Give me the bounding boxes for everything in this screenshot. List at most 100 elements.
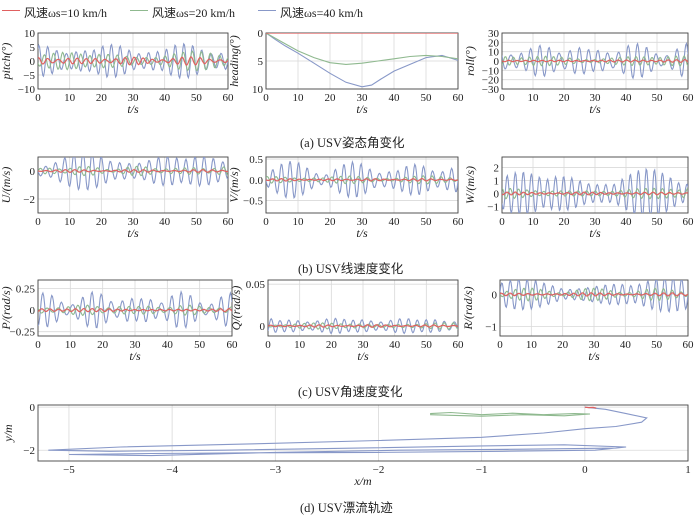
series-line-3	[38, 157, 228, 192]
x-tick-label: 0	[265, 339, 271, 351]
x-tick-label: 50	[651, 339, 663, 351]
x-tick-label: 30	[589, 339, 601, 351]
x-tick-label: 50	[652, 92, 664, 104]
series-line-1	[500, 292, 688, 297]
series-line-3	[268, 317, 458, 335]
x-tick-label: 20	[97, 339, 109, 351]
plot-frame	[501, 156, 689, 214]
plot-frame	[499, 279, 689, 337]
x-tick-label: 60	[223, 216, 235, 228]
x-tick-label: 0	[582, 464, 588, 476]
y-tick-label: 0	[30, 166, 36, 178]
chart-trajectory: −5 −4 −3 −2 −1 0 10−2x/my/m	[1, 402, 691, 488]
series-line-1	[268, 324, 458, 328]
x-tick-label: 20	[557, 339, 569, 351]
x-tick-label: 60	[453, 92, 465, 104]
y-tick-label: 0	[30, 305, 36, 317]
plot-frame	[37, 156, 229, 214]
x-tick-label: −2	[373, 464, 385, 476]
x-tick-label: 40	[621, 216, 633, 228]
x-tick-label: 0	[263, 216, 269, 228]
caption-d: (d) USV漂流轨迹	[300, 501, 393, 515]
y-tick-label: 0.0	[249, 175, 263, 187]
y-tick-label: 0.05	[246, 279, 266, 291]
plot-frame	[37, 404, 689, 462]
y-tick-label: −30	[482, 84, 500, 96]
x-tick-label: 20	[559, 92, 571, 104]
x-tick-label: 0	[35, 216, 41, 228]
x-tick-label: 60	[227, 339, 239, 351]
x-tick-label: −3	[269, 464, 281, 476]
y-tick-label: −1	[487, 201, 499, 213]
x-tick-label: 10	[528, 216, 540, 228]
x-tick-label: 20	[325, 216, 337, 228]
x-tick-label: 1	[685, 464, 691, 476]
chart-V: 0 10 20 30 40 50 60 −0.5 0.0 0.5 t/s V/(m/s)	[227, 154, 464, 240]
series-line-1	[502, 58, 688, 63]
series-line-1	[584, 406, 597, 409]
y-tick-label: 0	[494, 188, 500, 200]
x-tick-label: 20	[325, 92, 337, 104]
x-tick-label: 0	[499, 216, 505, 228]
x-axis-label: t/s	[589, 102, 601, 116]
x-tick-label: 10	[293, 92, 305, 104]
y-tick-label: −0.25	[10, 327, 36, 339]
y-axis-label: R/(rad/s)	[461, 286, 475, 330]
x-tick-label: 10	[293, 216, 305, 228]
caption-b: (b) USV线速度变化	[298, 262, 404, 276]
series-line-1	[38, 169, 228, 174]
series-line-1	[38, 56, 228, 66]
series-line-2	[502, 55, 688, 67]
series-line-3	[502, 41, 688, 80]
x-tick-label: 40	[389, 92, 401, 104]
x-tick-label: 60	[453, 216, 465, 228]
x-tick-label: 30	[357, 216, 369, 228]
y-axis-label: Q/(rad/s)	[229, 286, 243, 331]
x-tick-label: 0	[497, 339, 503, 351]
y-tick-label: 0.25	[16, 284, 36, 296]
series-line-2	[502, 187, 688, 200]
series-line-3	[500, 280, 688, 314]
x-tick-label: 40	[159, 92, 171, 104]
x-tick-label: 50	[191, 92, 203, 104]
x-tick-label: 40	[620, 339, 632, 351]
x-tick-label: 40	[159, 216, 171, 228]
x-axis-label: t/s	[357, 349, 369, 363]
x-tick-label: −1	[476, 464, 488, 476]
legend-label-2: 风速ωs=20 km/h	[152, 6, 236, 20]
y-axis-label: P/(rad/s)	[0, 286, 13, 330]
x-tick-label: 50	[421, 216, 433, 228]
y-tick-label: 2	[494, 162, 500, 174]
series-line-2	[430, 411, 591, 417]
x-tick-label: 60	[683, 339, 695, 351]
y-tick-label: −10	[18, 84, 36, 96]
x-tick-label: 40	[389, 339, 401, 351]
x-tick-label: 30	[590, 216, 602, 228]
plot-frame	[267, 279, 459, 337]
y-tick-label: 30	[488, 28, 500, 40]
y-tick-label: 0	[30, 402, 36, 414]
series-line-3	[266, 33, 458, 88]
y-tick-label: −0.5	[243, 196, 263, 208]
x-tick-label: −5	[63, 464, 75, 476]
y-tick-label: 5	[30, 42, 36, 54]
y-tick-label: −10	[482, 65, 500, 77]
y-axis-label: y/m	[1, 424, 15, 443]
x-tick-label: 10	[294, 339, 306, 351]
x-tick-label: 20	[96, 216, 108, 228]
chart-R: 0 10 20 30 40 50 60−10t/sR/(rad/s)	[461, 279, 695, 363]
x-axis-label: x/m	[353, 474, 372, 488]
y-axis-label: heading(°)	[227, 35, 241, 86]
legend-label-1: 风速ωs=10 km/h	[24, 6, 108, 20]
x-tick-label: 10	[528, 92, 540, 104]
x-tick-label: 60	[683, 216, 695, 228]
x-tick-label: 20	[559, 216, 571, 228]
series-line-3	[38, 42, 228, 80]
x-tick-label: 30	[128, 216, 140, 228]
x-tick-label: −4	[166, 464, 178, 476]
caption-a: (a) USV姿态角变化	[300, 136, 405, 150]
y-tick-label: −2	[23, 194, 35, 206]
